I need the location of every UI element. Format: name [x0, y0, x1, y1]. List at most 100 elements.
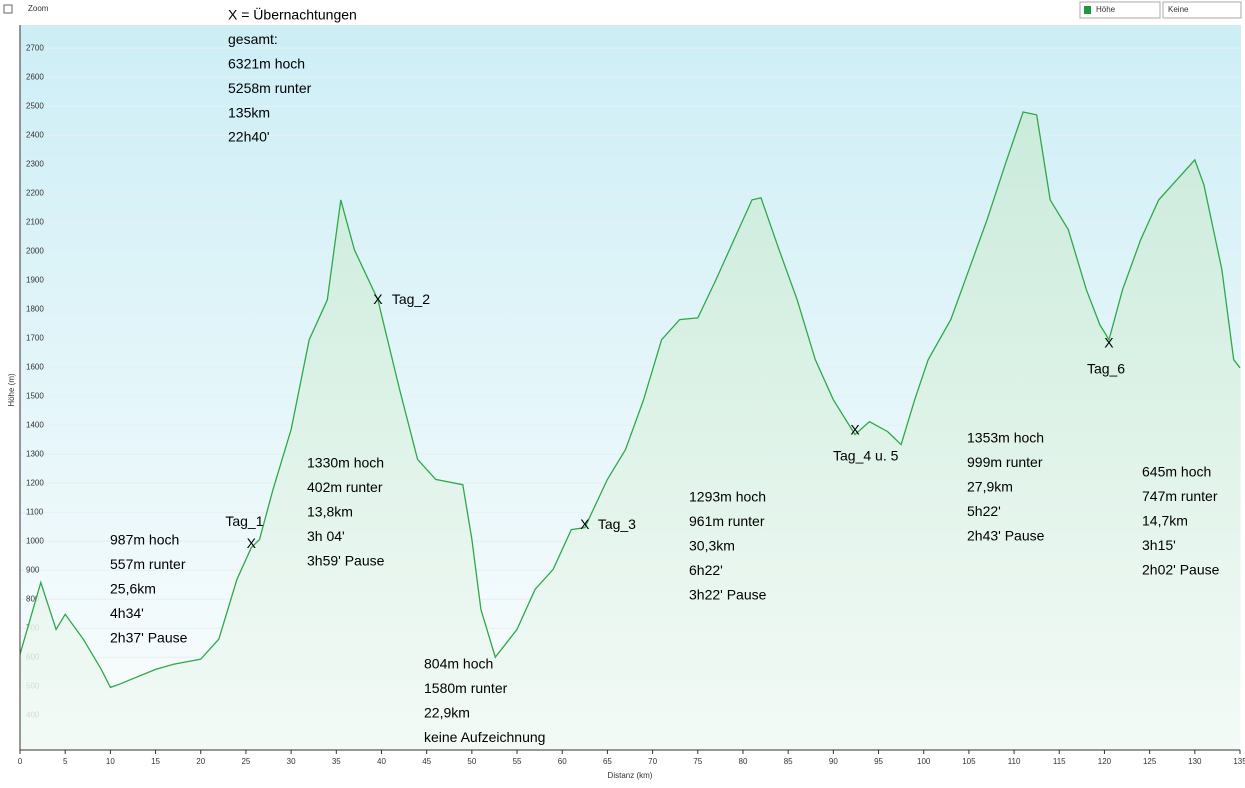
x-tick-label: 45 [422, 757, 431, 766]
x-tick-label: 80 [739, 757, 748, 766]
y-tick-label: 2400 [26, 130, 44, 139]
annotation: 6321m hoch [228, 56, 305, 72]
y-tick-label: 1400 [26, 420, 44, 429]
y-tick-label: 2700 [26, 43, 44, 52]
dropdown-label: Keine [1168, 5, 1189, 14]
annotation: 3h15' [1142, 537, 1176, 553]
marker-label: Tag_4 u. 5 [833, 448, 899, 464]
marker: X [580, 516, 590, 532]
annotation: 747m runter [1142, 488, 1218, 504]
marker: X [247, 535, 257, 551]
annotation: 3h59' Pause [307, 552, 385, 568]
y-tick-label: 1700 [26, 333, 44, 342]
color-swatch [1084, 6, 1091, 14]
y-tick-label: 1100 [26, 507, 44, 516]
y-tick-label: 1200 [26, 478, 44, 487]
x-tick-label: 85 [784, 757, 793, 766]
x-tick-label: 110 [1008, 757, 1021, 766]
annotation: gesamt: [228, 31, 278, 47]
annotation: 22h40' [228, 129, 270, 145]
marker-label: Tag_1 [225, 513, 263, 529]
y-tick-label: 2600 [26, 72, 44, 81]
x-tick-label: 40 [377, 757, 386, 766]
x-tick-label: 65 [603, 757, 612, 766]
y-tick-label: 1500 [26, 391, 44, 400]
x-tick-label: 75 [693, 757, 702, 766]
x-tick-label: 5 [63, 757, 68, 766]
marker: X [1104, 335, 1114, 351]
y-tick-label: 2300 [26, 159, 44, 168]
dropdown-label: Höhe [1096, 5, 1116, 14]
annotation: 22,9km [424, 705, 470, 721]
marker-label: Tag_2 [392, 291, 430, 307]
annotation: X = Übernachtungen [228, 6, 357, 23]
x-tick-label: 15 [151, 757, 160, 766]
annotation: 804m hoch [424, 656, 493, 672]
y-tick-label: 1800 [26, 304, 44, 313]
x-tick-label: 90 [829, 757, 838, 766]
annotation: 5h22' [967, 503, 1001, 519]
annotation: 2h37' Pause [110, 629, 188, 645]
annotation: 961m runter [689, 513, 765, 529]
dropdown[interactable] [1162, 1, 1242, 19]
x-tick-label: 115 [1053, 757, 1066, 766]
x-tick-label: 125 [1143, 757, 1157, 766]
marker-label: Tag_3 [598, 516, 636, 532]
annotation: 3h 04' [307, 528, 345, 544]
annotation: 1353m hoch [967, 430, 1044, 446]
x-tick-label: 10 [106, 757, 115, 766]
x-tick-label: 70 [648, 757, 657, 766]
x-tick-label: 60 [558, 757, 567, 766]
annotation: 13,8km [307, 504, 353, 520]
annotation: 5258m runter [228, 80, 312, 96]
annotation: 27,9km [967, 479, 1013, 495]
annotation: 30,3km [689, 538, 735, 554]
x-tick-label: 120 [1098, 757, 1112, 766]
y-tick-label: 2200 [26, 188, 44, 197]
annotation: 25,6km [110, 581, 156, 597]
x-tick-label: 135 [1233, 757, 1245, 766]
annotation: 2h02' Pause [1142, 561, 1220, 577]
marker-label: Tag_6 [1087, 361, 1125, 377]
annotation: 645m hoch [1142, 464, 1211, 480]
zoom-label: Zoom [28, 4, 49, 13]
annotation: 1330m hoch [307, 455, 384, 471]
y-axis-label: Höhe (m) [7, 373, 16, 407]
annotation: 402m runter [307, 479, 383, 495]
y-tick-label: 1600 [26, 362, 44, 371]
annotation: keine Aufzeichnung [424, 729, 545, 745]
x-tick-label: 100 [917, 757, 931, 766]
annotation: 135km [228, 104, 270, 120]
y-tick-label: 2100 [26, 217, 44, 226]
annotation: 557m runter [110, 556, 186, 572]
marker: X [373, 291, 383, 307]
x-tick-label: 105 [962, 757, 976, 766]
zoom-checkbox[interactable] [3, 4, 13, 14]
annotation: 987m hoch [110, 532, 179, 548]
annotation: 999m runter [967, 454, 1043, 470]
x-axis-label: Distanz (km) [608, 771, 653, 780]
elevation-line [19, 111, 1241, 689]
area [20, 112, 1240, 750]
x-tick-label: 95 [874, 757, 883, 766]
annotation: 4h34' [110, 605, 144, 621]
x-tick-label: 130 [1188, 757, 1202, 766]
x-tick-label: 25 [241, 757, 250, 766]
annotation: 3h22' Pause [689, 586, 767, 602]
y-tick-label: 1000 [26, 536, 44, 545]
y-tick-label: 1300 [26, 449, 44, 458]
x-tick-label: 50 [467, 757, 476, 766]
x-tick-label: 20 [196, 757, 205, 766]
y-tick-label: 2500 [26, 101, 44, 110]
y-tick-label: 900 [26, 565, 40, 574]
annotation: 1580m runter [424, 680, 508, 696]
x-tick-label: 35 [332, 757, 341, 766]
x-tick-label: 55 [513, 757, 522, 766]
annotation: 2h43' Pause [967, 527, 1045, 543]
dropdown[interactable] [1079, 1, 1161, 19]
x-tick-label: 30 [287, 757, 296, 766]
y-tick-label: 1900 [26, 275, 44, 284]
y-tick-label: 800 [26, 594, 40, 603]
y-tick-label: 2000 [26, 246, 44, 255]
